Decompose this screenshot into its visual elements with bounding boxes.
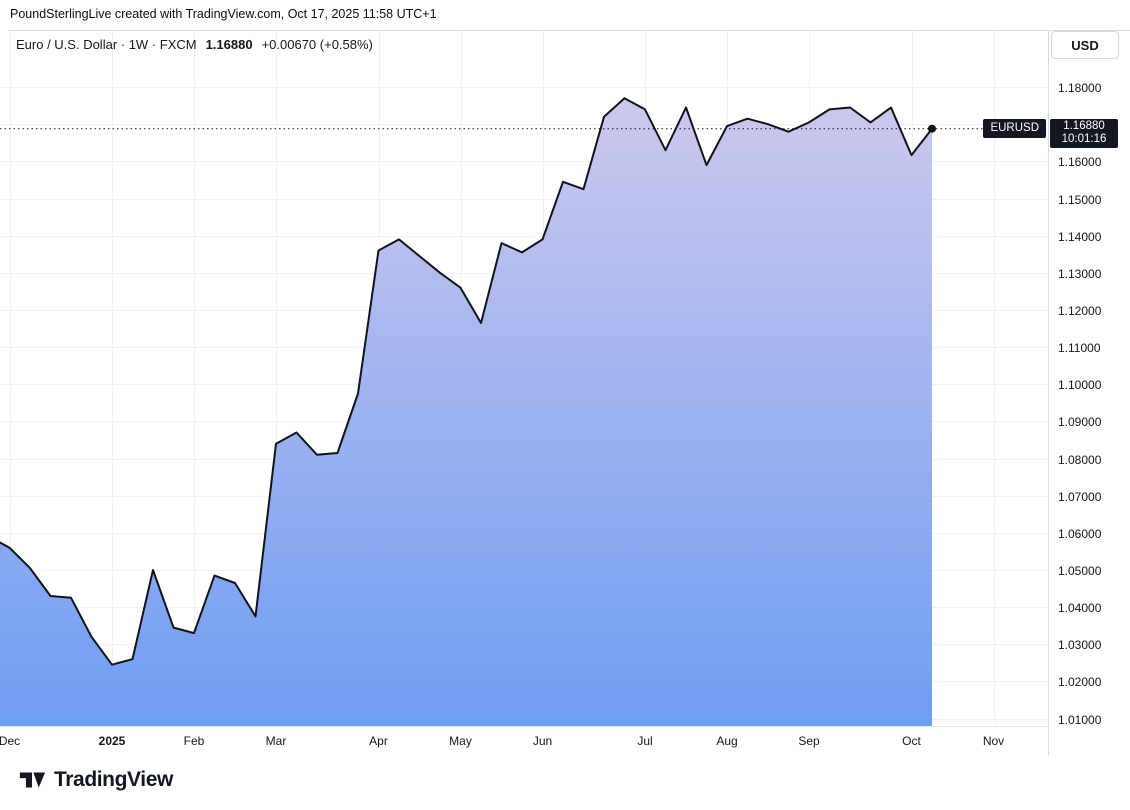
time-tick-label: 2025 — [98, 734, 126, 748]
last-price-axis-label: 1.16880 10:01:16 — [1050, 119, 1118, 149]
price-tick-label: 1.04000 — [1058, 601, 1102, 616]
time-tick-label: May — [449, 734, 472, 748]
price-tick-label: 1.05000 — [1058, 563, 1102, 578]
price-tick-label: 1.14000 — [1058, 229, 1102, 244]
last-price-value: 1.16880 — [1063, 120, 1105, 133]
chart-pane[interactable] — [0, 31, 1048, 726]
price-area-chart — [0, 31, 1048, 726]
time-tick-label: Feb — [183, 734, 205, 748]
time-tick-label: Sep — [798, 734, 820, 748]
price-tick-label: 1.10000 — [1058, 378, 1102, 393]
tradingview-logo[interactable]: TradingView — [18, 764, 173, 796]
price-tick-label: 1.02000 — [1058, 675, 1102, 690]
tradingview-logo-icon — [19, 772, 46, 788]
symbol-price-flag: EURUSD — [983, 119, 1046, 139]
price-tick-label: 1.08000 — [1058, 452, 1102, 467]
time-tick-label: Jun — [532, 734, 553, 748]
price-tick-label: 1.06000 — [1058, 526, 1102, 541]
time-tick-label: Jul — [637, 734, 653, 748]
symbol-change: +0.00670 (+0.58%) — [261, 37, 373, 52]
price-tick-label: 1.15000 — [1058, 192, 1102, 207]
price-tick-label: 1.09000 — [1058, 415, 1102, 430]
price-tick-label: 1.11000 — [1058, 341, 1101, 356]
attribution-text: PoundSterlingLive created with TradingVi… — [10, 7, 437, 21]
bar-countdown: 10:01:16 — [1061, 133, 1107, 146]
chart-top-border — [8, 30, 1122, 31]
symbol-last-price: 1.16880 — [205, 37, 253, 52]
time-scale[interactable]: Dec 2025 Feb Mar Apr May Jun Jul Aug Sep Oct Nov — [0, 726, 1048, 755]
time-tick-label: Mar — [265, 734, 287, 748]
price-tick-label: 1.18000 — [1058, 81, 1102, 96]
price-tick-label: 1.01000 — [1058, 712, 1102, 727]
time-tick-label: Apr — [369, 734, 388, 748]
time-tick-label: Nov — [982, 734, 1005, 748]
symbol-header: Euro / U.S. Dollar · 1W · FXCM 1.16880 +… — [16, 37, 373, 52]
time-tick-label: Oct — [902, 734, 921, 748]
price-tick-label: 1.13000 — [1058, 266, 1102, 281]
time-tick-label: Dec — [0, 734, 21, 748]
price-tick-label: 1.07000 — [1058, 489, 1102, 504]
tradingview-logo-text: TradingView — [54, 768, 173, 791]
price-tick-label: 1.03000 — [1058, 638, 1102, 653]
price-scale[interactable]: 1.180001.170001.160001.150001.140001.130… — [1048, 30, 1130, 755]
currency-unit-button[interactable]: USD — [1051, 31, 1119, 59]
symbol-title: Euro / U.S. Dollar · 1W · FXCM — [16, 37, 197, 52]
symbol-price-flag-label: EURUSD — [990, 122, 1039, 135]
currency-unit-label: USD — [1071, 37, 1099, 53]
price-tick-label: 1.16000 — [1058, 155, 1102, 170]
price-tick-label: 1.12000 — [1058, 303, 1102, 318]
time-tick-label: Aug — [716, 734, 738, 748]
